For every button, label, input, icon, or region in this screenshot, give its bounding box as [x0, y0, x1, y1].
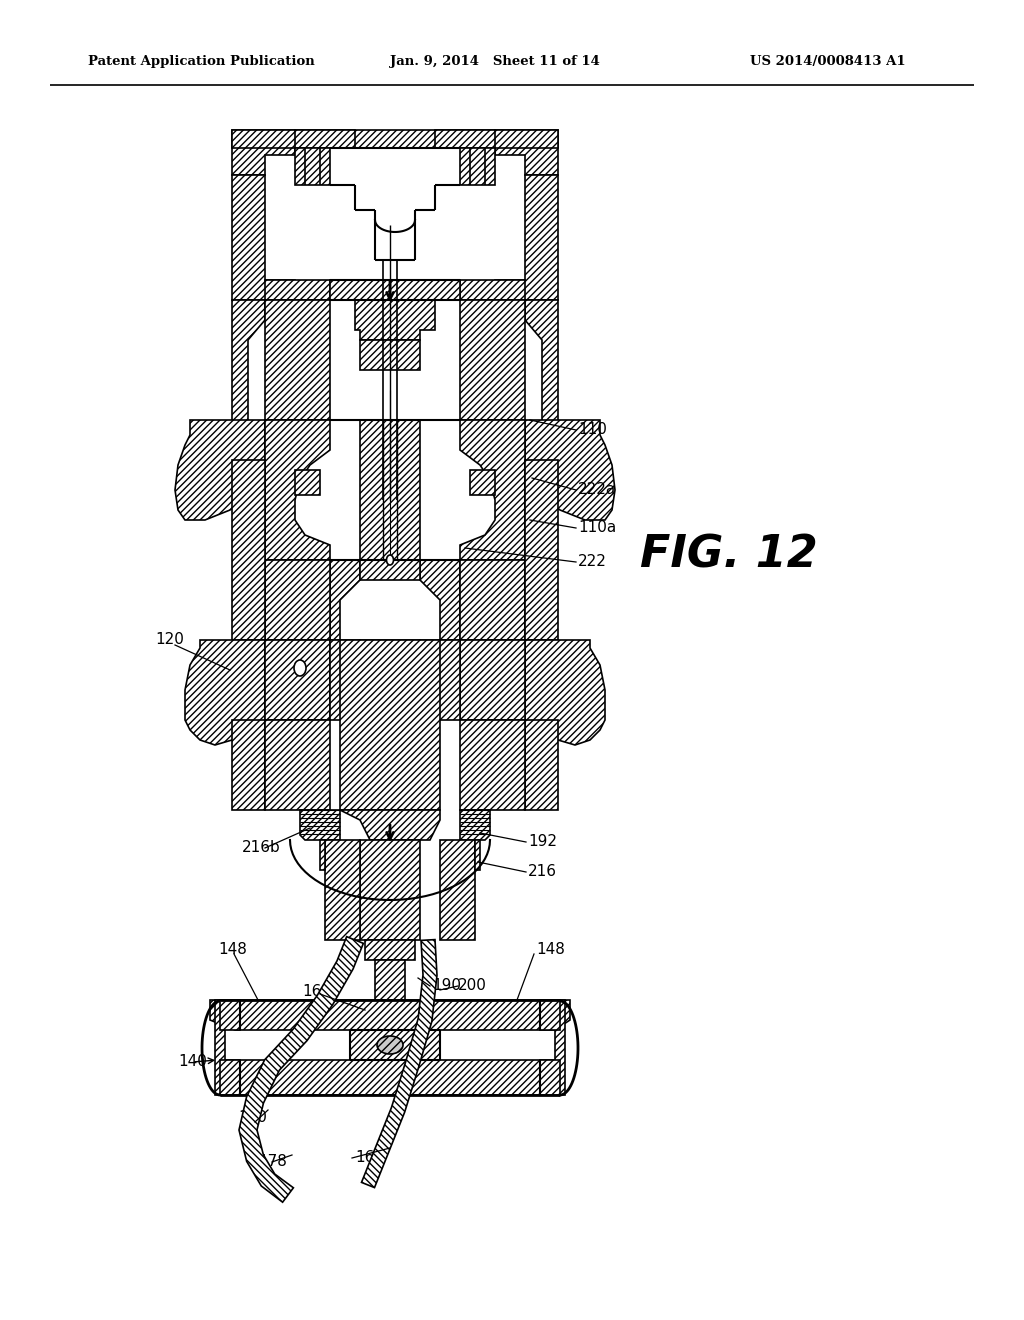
Text: 180: 180	[238, 1110, 267, 1126]
Polygon shape	[265, 719, 330, 810]
Polygon shape	[460, 300, 525, 420]
Text: US 2014/0008413 A1: US 2014/0008413 A1	[750, 55, 905, 69]
Polygon shape	[440, 840, 475, 940]
Polygon shape	[330, 640, 360, 719]
Text: 222: 222	[578, 554, 607, 569]
Polygon shape	[239, 937, 364, 1203]
Text: 120: 120	[155, 632, 184, 648]
Text: 160: 160	[302, 985, 331, 999]
Polygon shape	[220, 1001, 240, 1030]
Polygon shape	[265, 280, 330, 300]
Polygon shape	[360, 560, 420, 579]
Text: 166: 166	[355, 1151, 384, 1166]
Polygon shape	[540, 1060, 560, 1096]
Polygon shape	[495, 129, 558, 176]
Polygon shape	[319, 840, 325, 870]
Polygon shape	[495, 176, 558, 300]
Polygon shape	[525, 420, 615, 520]
Polygon shape	[340, 640, 440, 810]
Polygon shape	[360, 640, 420, 660]
Polygon shape	[300, 810, 340, 840]
Polygon shape	[265, 640, 330, 719]
Text: 148: 148	[218, 942, 247, 957]
Polygon shape	[460, 280, 525, 300]
Polygon shape	[295, 129, 355, 148]
Polygon shape	[540, 1001, 560, 1030]
Polygon shape	[360, 420, 420, 560]
Text: 216b: 216b	[242, 841, 281, 855]
Text: 110: 110	[578, 422, 607, 437]
Text: 192: 192	[528, 834, 557, 850]
Text: 190: 190	[432, 978, 461, 994]
Text: 200: 200	[458, 978, 486, 994]
Ellipse shape	[386, 554, 393, 565]
Ellipse shape	[294, 660, 306, 676]
Polygon shape	[232, 719, 265, 810]
Text: 110a: 110a	[578, 520, 616, 536]
Polygon shape	[295, 148, 330, 185]
Polygon shape	[232, 300, 265, 459]
Text: 148: 148	[536, 942, 565, 957]
Polygon shape	[210, 1001, 570, 1096]
Text: 216: 216	[528, 865, 557, 879]
Polygon shape	[525, 459, 558, 640]
Ellipse shape	[377, 1036, 403, 1053]
Polygon shape	[215, 1001, 225, 1096]
Polygon shape	[460, 640, 525, 719]
Polygon shape	[325, 840, 360, 940]
Text: FIG. 12: FIG. 12	[640, 533, 818, 577]
Polygon shape	[525, 640, 605, 744]
Polygon shape	[470, 470, 495, 495]
Polygon shape	[361, 940, 437, 1188]
Text: 222a: 222a	[578, 483, 616, 498]
Polygon shape	[330, 560, 360, 640]
Polygon shape	[295, 470, 319, 495]
Polygon shape	[365, 940, 415, 960]
Text: Jan. 9, 2014   Sheet 11 of 14: Jan. 9, 2014 Sheet 11 of 14	[390, 55, 600, 69]
Polygon shape	[475, 840, 480, 870]
Polygon shape	[232, 176, 295, 300]
Polygon shape	[265, 300, 330, 420]
Polygon shape	[420, 560, 460, 640]
Polygon shape	[355, 300, 435, 341]
Polygon shape	[265, 560, 330, 640]
Polygon shape	[420, 640, 460, 719]
Polygon shape	[232, 129, 295, 176]
Polygon shape	[185, 640, 265, 744]
Text: Patent Application Publication: Patent Application Publication	[88, 55, 314, 69]
Polygon shape	[360, 341, 420, 370]
Polygon shape	[340, 810, 440, 840]
Polygon shape	[375, 960, 406, 1005]
Polygon shape	[525, 300, 558, 459]
Polygon shape	[460, 719, 525, 810]
Polygon shape	[232, 459, 265, 640]
Polygon shape	[460, 148, 495, 185]
Polygon shape	[220, 1060, 240, 1096]
Text: 140: 140	[178, 1055, 207, 1069]
Polygon shape	[525, 719, 558, 810]
Polygon shape	[360, 840, 420, 940]
Polygon shape	[460, 560, 525, 640]
Polygon shape	[265, 420, 330, 560]
Polygon shape	[330, 280, 460, 300]
Polygon shape	[435, 129, 495, 148]
Polygon shape	[555, 1001, 565, 1096]
Polygon shape	[232, 129, 558, 148]
Polygon shape	[460, 810, 490, 840]
Polygon shape	[175, 420, 265, 520]
Text: 178: 178	[258, 1155, 287, 1170]
Polygon shape	[460, 420, 525, 560]
